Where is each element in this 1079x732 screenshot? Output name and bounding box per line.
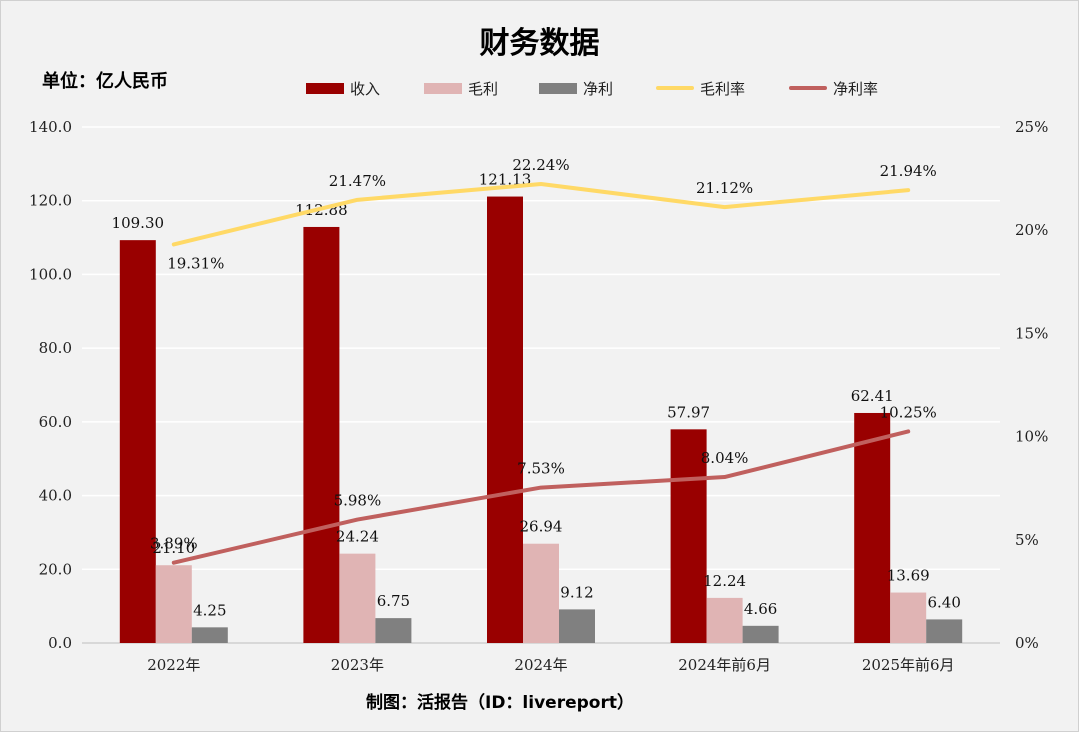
bar-gross-profit [339, 553, 376, 643]
y-left-tick-label: 40.0 [39, 487, 72, 505]
legend-item-gross-profit: 毛利 [424, 78, 498, 98]
bar-revenue [303, 226, 340, 643]
legend-swatch-net-profit [539, 82, 577, 94]
legend-label-net-profit: 净利 [583, 79, 614, 98]
bar-net-profit [191, 627, 228, 643]
bar-data-label: 57.97 [667, 403, 710, 421]
line-net-margin [171, 429, 911, 565]
footer-credit: 制图：活报告（ID：livereport） [366, 693, 634, 713]
y-left-tick-label: 80.0 [39, 339, 72, 357]
x-tick-label: 2023年 [331, 656, 384, 674]
unit-label: 单位：亿人民币 [42, 71, 168, 92]
bar-data-label: 21.10 [152, 539, 195, 557]
chart-title: 财务数据 [479, 26, 600, 61]
bar-data-label: 13.69 [887, 567, 930, 585]
line-gross-margin [171, 181, 911, 247]
bar-revenue [119, 240, 156, 643]
bar-data-label: 6.40 [927, 593, 960, 611]
bar-data-label: 24.24 [336, 528, 379, 546]
line-data-label: 5.98% [334, 492, 382, 510]
bar-revenue [854, 412, 891, 643]
legend-item-gross-margin: 毛利率 [656, 78, 745, 98]
y-left-tick-label: 60.0 [39, 413, 72, 431]
bar-net-profit [926, 619, 963, 643]
legend-label-net-margin: 净利率 [833, 79, 879, 98]
y-right-tick-label: 10% [1015, 428, 1048, 446]
bar-net-profit [375, 618, 412, 643]
bar-data-label: 109.30 [112, 214, 165, 232]
bar-gross-profit [706, 597, 743, 643]
bar-net-profit [742, 625, 779, 643]
legend-swatch-revenue [306, 82, 344, 94]
legend-label-gross-margin: 毛利率 [700, 79, 746, 98]
line-data-label: 21.47% [329, 172, 386, 190]
bar-gross-profit [155, 565, 192, 643]
line-data-label: 7.53% [517, 460, 565, 478]
bar-data-label: 4.25 [193, 601, 226, 619]
y-left-tick-label: 120.0 [29, 192, 72, 210]
y-left-tick-label: 140.0 [29, 118, 72, 136]
legend-item-revenue: 收入 [306, 78, 380, 98]
y-left-tick-label: 0.0 [48, 634, 72, 652]
x-tick-label: 2022年 [147, 656, 200, 674]
bar-data-label: 12.24 [703, 572, 746, 590]
line-data-label: 10.25% [880, 403, 937, 421]
y-right-tick-label: 5% [1015, 531, 1039, 549]
bar-data-label: 26.94 [520, 518, 563, 536]
line-data-label: 21.94% [880, 162, 937, 180]
x-tick-label: 2024年前6月 [678, 656, 771, 674]
legend-item-net-profit: 净利 [539, 78, 613, 98]
x-tick-label: 2025年前6月 [862, 656, 955, 674]
line-data-label: 22.24% [512, 156, 569, 174]
y-right-tick-label: 25% [1015, 118, 1048, 136]
legend-label-revenue: 收入 [350, 79, 381, 98]
line-data-label: 19.31% [167, 254, 224, 272]
bar-gross-profit [523, 543, 559, 643]
bar-revenue [487, 196, 523, 643]
bar-gross-profit [890, 592, 927, 643]
line-data-label: 8.04% [701, 449, 749, 467]
x-tick-label: 2024年 [514, 656, 567, 674]
bar-data-label: 6.75 [377, 592, 410, 610]
y-left-tick-label: 20.0 [39, 560, 72, 578]
legend-swatch-gross-profit [424, 82, 462, 94]
bar-data-label: 62.41 [851, 387, 894, 405]
bar-data-label: 4.66 [744, 600, 777, 618]
line-data-label: 3.89% [150, 535, 198, 553]
legend-item-net-margin: 净利率 [789, 78, 878, 98]
legend-label-gross-profit: 毛利 [468, 79, 499, 98]
y-right-tick-label: 20% [1015, 221, 1048, 239]
bar-data-label: 9.12 [560, 583, 593, 601]
y-right-tick-label: 15% [1015, 324, 1048, 342]
y-left-tick-label: 100.0 [29, 265, 72, 283]
line-data-label: 21.12% [696, 179, 753, 197]
bar-net-profit [559, 609, 595, 643]
y-right-tick-label: 0% [1015, 634, 1039, 652]
bar-revenue [670, 429, 707, 643]
legend-line-gross-margin [656, 86, 694, 90]
legend-line-net-margin [789, 86, 827, 90]
